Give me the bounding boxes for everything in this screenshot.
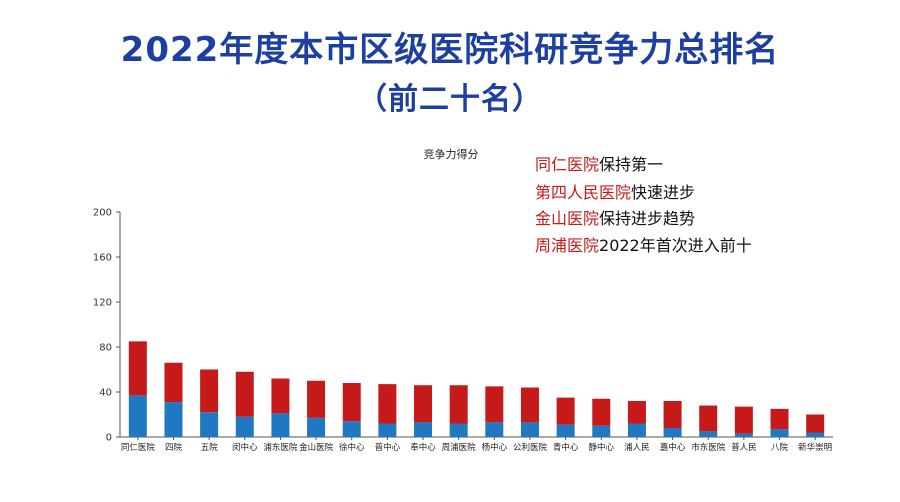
chart-bars — [128, 341, 825, 437]
bar-segment-lower — [699, 431, 718, 437]
bar-segment-upper — [663, 401, 682, 428]
bar-segment-upper — [806, 414, 825, 433]
page-subtitle: （前二十名） — [357, 82, 543, 117]
x-tick-label: 嘉中心 — [660, 442, 686, 453]
x-tick-label: 八院 — [771, 442, 789, 453]
x-tick-label: 同仁医院 — [121, 442, 156, 453]
bar-segment-upper — [235, 371, 254, 417]
annotation-4: 周浦医院2022年首次进入前十 — [535, 232, 752, 256]
annotation-4-highlight: 周浦医院 — [535, 236, 600, 255]
bar-segment-upper — [770, 408, 789, 430]
bar-segment-lower — [520, 422, 539, 437]
x-tick-label: 新华崇明 — [798, 442, 832, 453]
bar-segment-upper — [164, 362, 183, 403]
x-tick-label: 浦东医院 — [263, 442, 298, 453]
bar-segment-lower — [414, 422, 433, 437]
bar-segment-upper — [342, 383, 361, 422]
bar-segment-upper — [307, 380, 326, 418]
bar-segment-upper — [200, 369, 219, 413]
bar-segment-lower — [592, 425, 611, 437]
bar-segment-lower — [200, 412, 219, 437]
annotation-3-text: 保持进步趋势 — [599, 209, 696, 228]
bar-segment-upper — [556, 397, 575, 425]
x-tick-label: 市东医院 — [691, 442, 726, 453]
bar-segment-lower — [770, 429, 789, 437]
bar-segment-upper — [485, 386, 504, 423]
y-tick-label: 40 — [99, 388, 112, 399]
y-tick-label: 160 — [93, 253, 112, 264]
x-tick-label: 金山医院 — [299, 442, 334, 453]
annotation-3-highlight: 金山医院 — [535, 209, 600, 228]
y-tick-label: 80 — [99, 343, 112, 354]
annotation-2-text: 快速进步 — [631, 183, 696, 202]
bar-segment-upper — [414, 385, 433, 423]
bar-segment-lower — [663, 428, 682, 437]
x-tick-label: 周浦医院 — [442, 442, 477, 453]
x-tick-label: 五院 — [201, 442, 219, 453]
x-tick-label: 浦人民 — [624, 442, 650, 453]
bar-segment-lower — [806, 432, 825, 437]
bar-segment-upper — [520, 387, 539, 423]
y-tick-label: 120 — [93, 298, 112, 309]
x-tick-labels: 同仁医院 四院 五院 闵中心 浦东医院 金山医院 徐中心 普中心 奉中心 周浦医院 杨中心 公利医院青… — [121, 442, 832, 453]
bar-segment-lower — [485, 422, 504, 437]
x-tick-label: 徐中心 — [339, 442, 365, 453]
x-tick-label: 公利医院 — [513, 442, 548, 453]
annotation-3: 金山医院保持进步趋势 — [535, 205, 695, 229]
x-tick-label: 杨中心 — [482, 442, 508, 453]
bar-segment-upper — [271, 378, 290, 414]
bar-segment-lower — [556, 424, 575, 437]
y-tick-label: 200 — [93, 208, 112, 219]
x-tick-label: 普人民 — [731, 442, 757, 453]
bar-segment-upper — [627, 401, 646, 424]
bar-segment-lower — [164, 402, 183, 437]
annotation-4-text: 2022年首次进入前十 — [599, 236, 752, 255]
page-title: 2022年度本市区级医院科研竞争力总排名 — [120, 30, 780, 70]
bar-segment-lower — [378, 423, 397, 437]
x-tick-label: 闵中心 — [232, 442, 258, 453]
bar-segment-upper — [128, 341, 147, 396]
bar-segment-lower — [734, 433, 753, 437]
bar-segment-upper — [449, 385, 468, 424]
x-tick-label: 奉中心 — [410, 442, 436, 453]
x-tick-label: 静中心 — [589, 442, 615, 453]
annotation-2: 第四人民医院快速进步 — [535, 179, 695, 203]
annotation-2-highlight: 第四人民医院 — [535, 183, 632, 202]
annotation-1: 同仁医院保持第一 — [535, 151, 663, 175]
chart-title: 竞争力得分 — [424, 147, 479, 161]
bar-segment-lower — [271, 413, 290, 437]
bar-segment-upper — [592, 398, 611, 426]
x-tick-label: 普中心 — [375, 442, 401, 453]
annotation-1-text: 保持第一 — [599, 155, 664, 174]
y-tick-label: 0 — [106, 433, 112, 444]
bar-segment-lower — [342, 421, 361, 437]
bar-segment-lower — [235, 416, 254, 437]
annotation-1-highlight: 同仁医院 — [535, 155, 600, 174]
bar-segment-lower — [128, 395, 147, 437]
bar-segment-lower — [307, 417, 326, 437]
bar-segment-upper — [734, 406, 753, 434]
bar-segment-upper — [378, 384, 397, 424]
bar-segment-lower — [627, 423, 646, 437]
bar-segment-upper — [699, 405, 718, 432]
x-tick-label: 四院 — [165, 442, 183, 453]
bar-segment-lower — [449, 423, 468, 437]
x-tick-label: 青中心 — [553, 442, 579, 453]
